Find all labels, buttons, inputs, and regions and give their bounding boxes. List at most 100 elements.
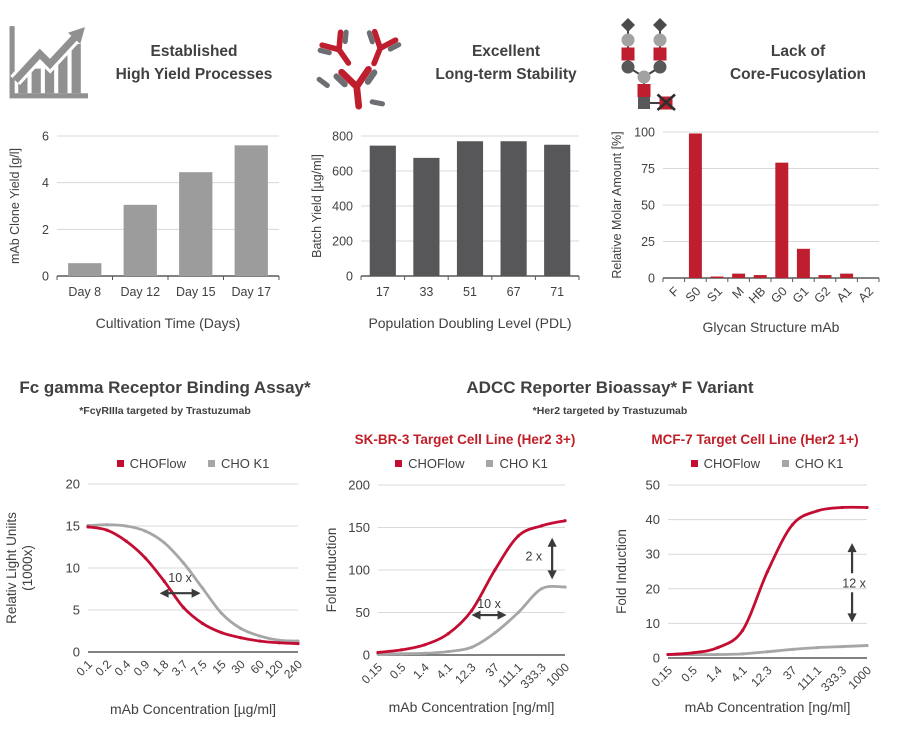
adcc-assay-panel: ADCC Reporter Bioassay* F Variant *Her2 … [320, 378, 900, 733]
svg-text:2: 2 [42, 223, 49, 237]
svg-text:10: 10 [66, 561, 80, 576]
svg-text:Day 17: Day 17 [231, 285, 271, 299]
svg-text:4.1: 4.1 [434, 660, 456, 682]
svg-text:800: 800 [332, 130, 353, 144]
assay-title: ADCC Reporter Bioassay* F Variant [466, 378, 754, 397]
panel-stability-title: Excellent Long-term Stability [416, 40, 596, 87]
svg-text:333.3: 333.3 [818, 663, 849, 694]
panel-high-yield-title: Established High Yield Processes [92, 40, 296, 87]
svg-text:10: 10 [646, 616, 660, 631]
svg-text:Relativ Light Uniits: Relativ Light Uniits [4, 512, 19, 624]
svg-text:100: 100 [634, 126, 655, 140]
svg-text:25: 25 [641, 235, 655, 249]
svg-text:15: 15 [66, 519, 80, 534]
panel-title-line1: Lack of [770, 42, 826, 60]
legend-item-chok1: CHO K1 [486, 456, 548, 471]
svg-text:50: 50 [641, 199, 655, 213]
mcf7-title: MCF-7 Target Cell Line (Her2 1+) [651, 432, 859, 447]
svg-text:75: 75 [641, 162, 655, 176]
svg-text:51: 51 [463, 285, 477, 299]
svg-text:50: 50 [356, 605, 370, 620]
panel-fucosylation-title: Lack of Core-Fucosylation [700, 40, 896, 87]
svg-text:20: 20 [66, 477, 80, 492]
svg-text:4.1: 4.1 [728, 663, 750, 685]
legend-item-choflow: CHOFlow [395, 456, 464, 471]
svg-text:0: 0 [648, 272, 655, 286]
svg-text:50: 50 [646, 478, 660, 493]
assay-title: Fc gamma Receptor Binding Assay* [19, 378, 311, 397]
glycan-icon [604, 15, 700, 111]
panel-title-line2: High Yield Processes [115, 66, 273, 83]
svg-text:0.5: 0.5 [387, 660, 409, 682]
panel-title-line1: Established [150, 42, 238, 60]
svg-text:0.9: 0.9 [131, 657, 153, 679]
svg-text:10 x: 10 x [477, 597, 501, 611]
svg-text:33: 33 [419, 285, 433, 299]
panel-title-line1: Excellent [471, 42, 541, 60]
panel-title-line2: Core-Fucosylation [729, 66, 867, 83]
clone-yield-bar-chart: 0 2 4 6 Cultivation Time (Days) Day 8 Day 12 Da… [8, 130, 280, 331]
svg-text:10 x: 10 x [168, 571, 192, 585]
svg-text:67: 67 [507, 285, 521, 299]
svg-text:0.15: 0.15 [359, 660, 386, 687]
svg-text:Batch Yield [µg/ml]: Batch Yield [µg/ml] [310, 154, 324, 258]
svg-text:G1: G1 [790, 284, 812, 306]
legend-swatch-chok1 [486, 460, 494, 467]
svg-text:20: 20 [646, 581, 660, 596]
svg-text:600: 600 [332, 165, 353, 179]
svg-text:0.15: 0.15 [649, 663, 676, 690]
svg-text:1000: 1000 [845, 663, 874, 692]
legend-item-choflow: CHOFlow [116, 456, 186, 471]
panel-high-yield-header: Established High Yield Processes [0, 12, 300, 114]
svg-text:1000: 1000 [543, 660, 572, 689]
svg-text:Day 12: Day 12 [120, 285, 160, 299]
svg-text:S0: S0 [683, 284, 704, 305]
svg-text:Population Doubling Level (PDL: Population Doubling Level (PDL) [368, 315, 571, 331]
svg-text:S1: S1 [704, 284, 725, 305]
panel-stability-header: Excellent Long-term Stability [300, 12, 600, 114]
svg-text:111.1: 111.1 [794, 663, 824, 693]
legend-label: CHOFlow [129, 456, 186, 471]
svg-text:150: 150 [348, 520, 370, 535]
skbr3-line-chart: 0 50 100 150 200 mAb Concentration [ng/ml]0.1… [324, 478, 572, 716]
legend: CHOFlow CHO K1 [610, 456, 900, 471]
svg-text:Day 8: Day 8 [68, 285, 101, 299]
svg-text:12.3: 12.3 [452, 660, 479, 687]
svg-text:200: 200 [332, 235, 353, 249]
glycan-bar-chart: 0 25 50 75 100 Glycan Structure mAb F S0 S1 M HB G0… [610, 126, 880, 335]
panel-high-yield: Established High Yield Processes 0 2 4 6 Cul… [0, 12, 300, 354]
svg-text:Cultivation Time (Days): Cultivation Time (Days) [96, 315, 241, 331]
svg-text:0.2: 0.2 [93, 657, 115, 679]
skbr3-title: SK-BR-3 Target Cell Line (Her2 3+) [354, 432, 576, 447]
svg-text:1.4: 1.4 [703, 663, 725, 685]
adcc-sub-charts: SK-BR-3 Target Cell Line (Her2 3+) CHOFl… [320, 426, 900, 733]
svg-text:40: 40 [646, 512, 660, 527]
svg-text:M: M [729, 284, 746, 301]
svg-text:4: 4 [42, 176, 49, 190]
panel-fucosylation: Lack of Core-Fucosylation 0 25 50 75 100 Glyc… [600, 12, 900, 354]
svg-text:G0: G0 [768, 284, 790, 306]
antibodies-icon [304, 16, 416, 110]
panel-stability: Excellent Long-term Stability 0 200 400 600… [300, 12, 600, 354]
panel-fucosylation-header: Lack of Core-Fucosylation [600, 12, 900, 114]
legend-item-chok1: CHO K1 [781, 456, 843, 471]
svg-text:2 x: 2 x [525, 549, 542, 563]
svg-text:3.7: 3.7 [169, 657, 191, 679]
svg-text:Glycan Structure mAb: Glycan Structure mAb [703, 319, 840, 335]
legend-label: CHOFlow [408, 456, 465, 471]
svg-text:15: 15 [209, 657, 229, 677]
svg-text:0: 0 [363, 648, 370, 663]
svg-text:0.4: 0.4 [112, 657, 134, 679]
panel-title-line2: Long-term Stability [435, 66, 577, 83]
svg-text:0: 0 [653, 651, 660, 666]
svg-text:Fold Induction: Fold Induction [614, 529, 629, 614]
legend-label: CHO K1 [220, 456, 270, 471]
mcf7-line-chart: 0 10 20 30 40 50 mAb Concentration [ng/ml] 0.15… [614, 478, 874, 716]
svg-text:0: 0 [42, 270, 49, 284]
svg-text:0.1: 0.1 [73, 657, 95, 679]
svg-text:0: 0 [73, 645, 80, 660]
svg-text:HB: HB [746, 284, 768, 306]
svg-text:6: 6 [42, 130, 49, 144]
svg-text:5: 5 [73, 603, 80, 618]
